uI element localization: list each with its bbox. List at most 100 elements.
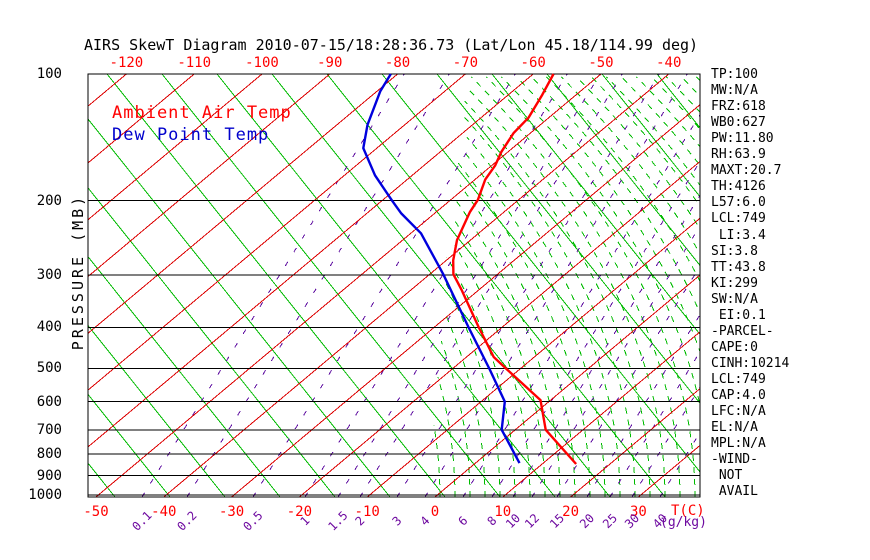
dew-point-temp-curve — [362, 73, 521, 464]
dry-adiabat-line — [326, 74, 666, 497]
moist-adiabat-line — [446, 256, 516, 497]
pressure-tick-label: 1000 — [28, 487, 62, 503]
mixing-ratio-line — [396, 74, 660, 497]
dry-adiabat-line — [271, 74, 611, 497]
moist-adiabat-line — [621, 76, 700, 167]
stats-line: L57:6.0 — [711, 195, 766, 211]
pressure-tick-label: 100 — [36, 66, 62, 82]
stats-line: LI:3.4 — [711, 227, 766, 243]
moist-adiabat-line — [453, 196, 561, 497]
bottom-temp-label: -30 — [218, 504, 245, 520]
top-temp-label: -110 — [177, 55, 212, 71]
isotherm-line — [95, 74, 602, 497]
moist-adiabat-line — [471, 76, 681, 497]
pressure-tick-label: 600 — [36, 393, 62, 410]
mixing-ratio-line — [462, 113, 700, 497]
pressure-tick-label: 300 — [36, 266, 62, 283]
pressure-tick-label: 500 — [36, 360, 62, 377]
bottom-temp-label: -20 — [286, 504, 313, 520]
dry-adiabat-line — [88, 393, 171, 497]
pressure-tick-label: 700 — [36, 421, 62, 438]
stats-line: CAPE:0 — [711, 339, 758, 355]
ambient-air-temp-curve — [452, 73, 577, 465]
top-temp-label: -60 — [520, 55, 546, 71]
stats-line: CAP:4.0 — [711, 388, 766, 403]
stats-line: -WIND- — [711, 452, 758, 468]
isotherm-line — [88, 74, 466, 391]
dry-adiabat-line — [601, 74, 700, 198]
stats-line: EI:0.1 — [711, 307, 766, 323]
stats-line: LCL:749 — [711, 371, 766, 387]
moist-adiabat-line — [459, 184, 576, 497]
stats-line: PW:11.80 — [711, 131, 774, 147]
isotherm-line — [299, 160, 700, 497]
stats-line: LFC:N/A — [711, 404, 766, 420]
moist-adiabat-line — [446, 316, 486, 497]
top-temp-label: -80 — [384, 55, 411, 71]
mixing-ratio-line — [586, 313, 700, 497]
dry-adiabat-line — [216, 74, 556, 497]
stats-line: MW:N/A — [711, 83, 758, 99]
isotherm-line — [88, 74, 398, 334]
mixing-ratio-line — [491, 160, 700, 497]
mixing-ratio-line — [512, 194, 700, 497]
dry-adiabat-line — [161, 74, 501, 497]
top-temp-label: -40 — [656, 55, 682, 71]
moist-adiabat-line — [440, 340, 471, 497]
mixing-ratio-unit-label: (g/kg) — [660, 515, 707, 530]
plot-frame — [87, 73, 701, 498]
moist-adiabat-line — [501, 76, 700, 408]
pressure-tick-label: 400 — [36, 319, 62, 336]
stats-line: TP:100 — [711, 67, 758, 82]
stats-line: FRZ:618 — [711, 99, 766, 115]
isotherm-line — [163, 74, 670, 497]
dry-adiabat-line — [88, 118, 391, 497]
moist-adiabat-line — [651, 76, 700, 130]
stats-line: SI:3.8 — [711, 243, 758, 259]
stats-line: WB0:627 — [711, 115, 766, 131]
dry-adiabat-line — [88, 255, 281, 497]
dry-adiabat-line — [381, 74, 700, 473]
isotherm-line — [88, 74, 263, 221]
mixing-ratio-line — [609, 350, 700, 497]
moist-adiabat-line — [636, 76, 700, 148]
stats-line: NOT — [711, 468, 743, 484]
moist-adiabat-line — [464, 100, 651, 497]
stats-line: RH:63.9 — [711, 147, 766, 163]
pressure-tick-label: 200 — [36, 192, 62, 209]
bottom-temp-label: 30 — [629, 504, 647, 520]
bottom-temp-label: -50 — [83, 504, 109, 520]
bottom-temp-label: -10 — [354, 504, 380, 520]
moist-adiabat-line — [433, 424, 441, 497]
isotherm-line — [231, 103, 700, 497]
stats-line: -PARCEL- — [711, 323, 774, 339]
top-temp-label: -90 — [317, 55, 343, 71]
stats-line: CINH:10214 — [711, 355, 790, 371]
page-title: AIRS SkewT Diagram 2010-07-15/18:28:36.7… — [84, 36, 699, 54]
stats-line: MAXT:20.7 — [711, 163, 782, 179]
stats-line: LCL:749 — [711, 211, 766, 227]
moist-adiabat-line — [696, 76, 700, 82]
moist-adiabat-line — [456, 160, 591, 497]
y-axis-title: PRESSURE (MB) — [69, 193, 87, 351]
dry-adiabat-line — [106, 74, 446, 497]
bottom-temp-label: 0 — [430, 504, 440, 520]
moist-adiabat-line — [546, 76, 700, 283]
top-temp-label: -70 — [452, 55, 479, 71]
isotherm-line — [366, 217, 700, 497]
moist-adiabat-line — [681, 76, 700, 97]
moist-adiabat-line — [666, 76, 700, 113]
moist-adiabat-line — [606, 76, 700, 186]
moist-adiabat-line — [486, 76, 696, 497]
mixing-ratio-line — [304, 74, 568, 497]
moist-adiabat-line — [576, 76, 700, 230]
legend-dew-point-temp: Dew Point Temp — [112, 125, 270, 145]
moist-adiabat-line — [454, 244, 531, 497]
moist-adiabat-line — [460, 112, 636, 497]
stats-line: SW:N/A — [711, 291, 758, 307]
legend-ambient-air-temp: Ambient Air Temp — [112, 103, 292, 123]
mixing-ratio-line — [631, 386, 700, 497]
bottom-temp-label: 20 — [562, 504, 580, 520]
